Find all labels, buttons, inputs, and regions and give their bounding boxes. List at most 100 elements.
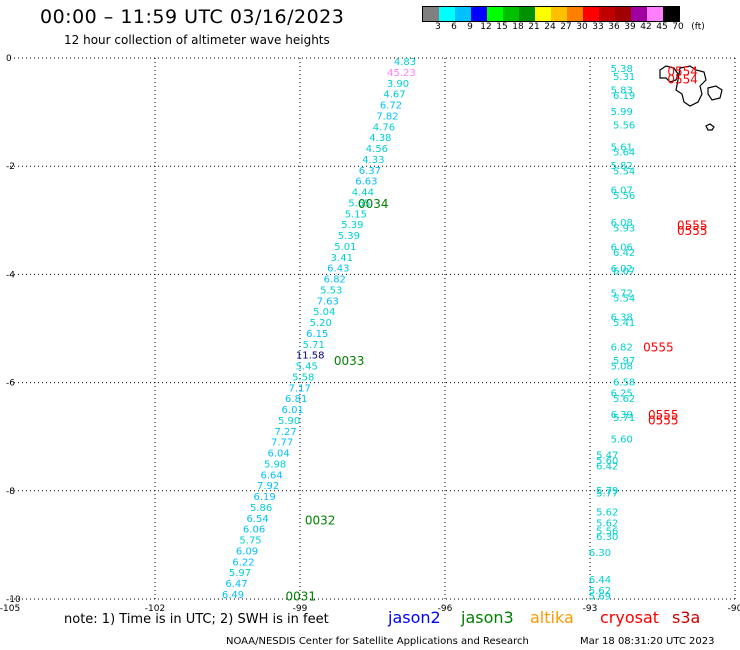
color-scale-label: 45 xyxy=(656,22,668,32)
color-swatch xyxy=(631,7,647,21)
pass-time-label: 0554 xyxy=(667,65,698,79)
lon-tick-label: -105 xyxy=(0,604,20,614)
color-scale-label: 21 xyxy=(528,22,540,32)
wave-height-label: 6.06 xyxy=(243,525,265,536)
wave-height-label: 5.20 xyxy=(310,318,332,329)
wave-height-label: 5.54 xyxy=(613,167,635,178)
wave-height-label: 5.58 xyxy=(292,372,314,383)
wave-height-label: 5.62 xyxy=(596,518,618,529)
wave-height-label: 6.81 xyxy=(285,394,307,405)
generated-timestamp: Mar 18 08:31:20 UTC 2023 xyxy=(580,636,715,647)
lat-tick-label: -10 xyxy=(6,595,21,605)
wave-height-label: 6.22 xyxy=(232,557,254,568)
color-swatch xyxy=(487,7,503,21)
wave-height-label: 4.83 xyxy=(394,57,416,68)
wave-height-label: 6.82 xyxy=(324,275,346,286)
wave-height-label: 5.71 xyxy=(303,340,325,351)
lat-tick-label: -6 xyxy=(6,379,15,389)
wave-height-label: 6.42 xyxy=(613,248,635,259)
color-swatch xyxy=(615,7,631,21)
color-scale-label: 24 xyxy=(544,22,556,32)
wave-height-label: 5.45 xyxy=(296,362,318,373)
wave-height-label: 5.01 xyxy=(334,242,356,253)
wave-height-label: 3.41 xyxy=(331,253,353,264)
wave-height-label: 6.37 xyxy=(359,166,381,177)
wave-height-label: 5.47 xyxy=(596,451,618,462)
wave-height-label: 6.30 xyxy=(596,532,618,543)
wave-height-label: 5.71 xyxy=(613,413,635,424)
wave-height-label: 6.07 xyxy=(613,267,635,278)
pass-time-label: 0031 xyxy=(286,589,317,603)
pass-time-label: 0033 xyxy=(334,354,365,368)
page-subtitle: 12 hour collection of altimeter wave hei… xyxy=(64,33,330,47)
color-scale-label: 12 xyxy=(480,22,492,32)
pass-time-label: 0555 xyxy=(677,224,708,238)
wave-height-label: 6.25 xyxy=(611,388,633,399)
wave-height-label: 5.82 xyxy=(611,161,633,172)
wave-height-label: 45.23 xyxy=(387,68,416,79)
color-swatch xyxy=(567,7,583,21)
wave-height-label: 7.92 xyxy=(257,481,279,492)
wave-height-label: 7.63 xyxy=(317,296,339,307)
color-scale-label: 6 xyxy=(451,22,457,32)
wave-height-label: 5.61 xyxy=(611,142,633,153)
wave-height-label: 5.31 xyxy=(613,72,635,83)
wave-height-label: 5.69 xyxy=(589,591,611,602)
wave-height-label: 5.56 xyxy=(613,121,635,132)
wave-height-label: 6.58 xyxy=(613,378,635,389)
wave-height-label: 5.38 xyxy=(611,64,633,75)
color-swatch xyxy=(471,7,487,21)
wave-height-label: 4.38 xyxy=(369,133,391,144)
pass-time-label: 0034 xyxy=(358,197,389,211)
wave-height-label: 7.27 xyxy=(275,427,297,438)
wave-height-label: 6.43 xyxy=(327,264,349,275)
wave-height-label: 5.90 xyxy=(278,416,300,427)
wave-height-label: 6.02 xyxy=(611,264,633,275)
color-scale-label: 30 xyxy=(576,22,588,32)
wave-height-label: 5.86 xyxy=(250,503,272,514)
color-swatch xyxy=(583,7,599,21)
color-swatch xyxy=(519,7,535,21)
color-scale-label: 42 xyxy=(640,22,652,32)
wave-height-label: 5.39 xyxy=(338,231,360,242)
lon-tick-label: -96 xyxy=(438,604,453,614)
wave-height-label: 6.63 xyxy=(355,177,377,188)
color-swatch xyxy=(535,7,551,21)
color-swatch xyxy=(423,7,439,21)
wave-height-label: 5.83 xyxy=(611,85,633,96)
wave-height-label: 5.62 xyxy=(596,507,618,518)
pass-time-label: 0032 xyxy=(305,514,336,528)
wave-height-label: 5.62 xyxy=(589,586,611,597)
page-title: 00:00 – 11:59 UTC 03/16/2023 xyxy=(40,6,345,28)
wave-height-label: 6.72 xyxy=(380,101,402,112)
wave-height-label: 5.79 xyxy=(596,486,618,497)
coastline-island xyxy=(707,85,723,101)
wave-height-label: 5.77 xyxy=(596,489,618,500)
lat-tick-label: -8 xyxy=(6,487,15,497)
lon-tick-label: -90 xyxy=(728,604,740,614)
wave-height-label: 5.53 xyxy=(320,285,342,296)
color-scale-label: 27 xyxy=(560,22,572,32)
coastline-island xyxy=(659,65,679,83)
wave-height-label: 5.04 xyxy=(313,307,335,318)
lon-tick-label: -102 xyxy=(145,604,165,614)
color-swatch xyxy=(503,7,519,21)
coastline-island xyxy=(675,65,707,107)
wave-height-label: 6.54 xyxy=(246,514,268,525)
color-swatch xyxy=(647,7,663,21)
color-scale-label: 70 xyxy=(672,22,684,32)
wave-height-label: 6.19 xyxy=(253,492,275,503)
color-scale-label: 39 xyxy=(624,22,636,32)
wave-height-label: 5.65 xyxy=(348,198,370,209)
wave-height-label: 5.41 xyxy=(613,318,635,329)
wave-height-label: 7.77 xyxy=(271,438,293,449)
color-swatch xyxy=(599,7,615,21)
color-swatch xyxy=(551,7,567,21)
wave-height-label: 6.01 xyxy=(282,405,304,416)
legend-s3a: s3a xyxy=(672,608,701,627)
wave-height-label: 6.07 xyxy=(611,186,633,197)
lon-tick-label: -93 xyxy=(583,604,598,614)
color-scale-label: 33 xyxy=(592,22,604,32)
